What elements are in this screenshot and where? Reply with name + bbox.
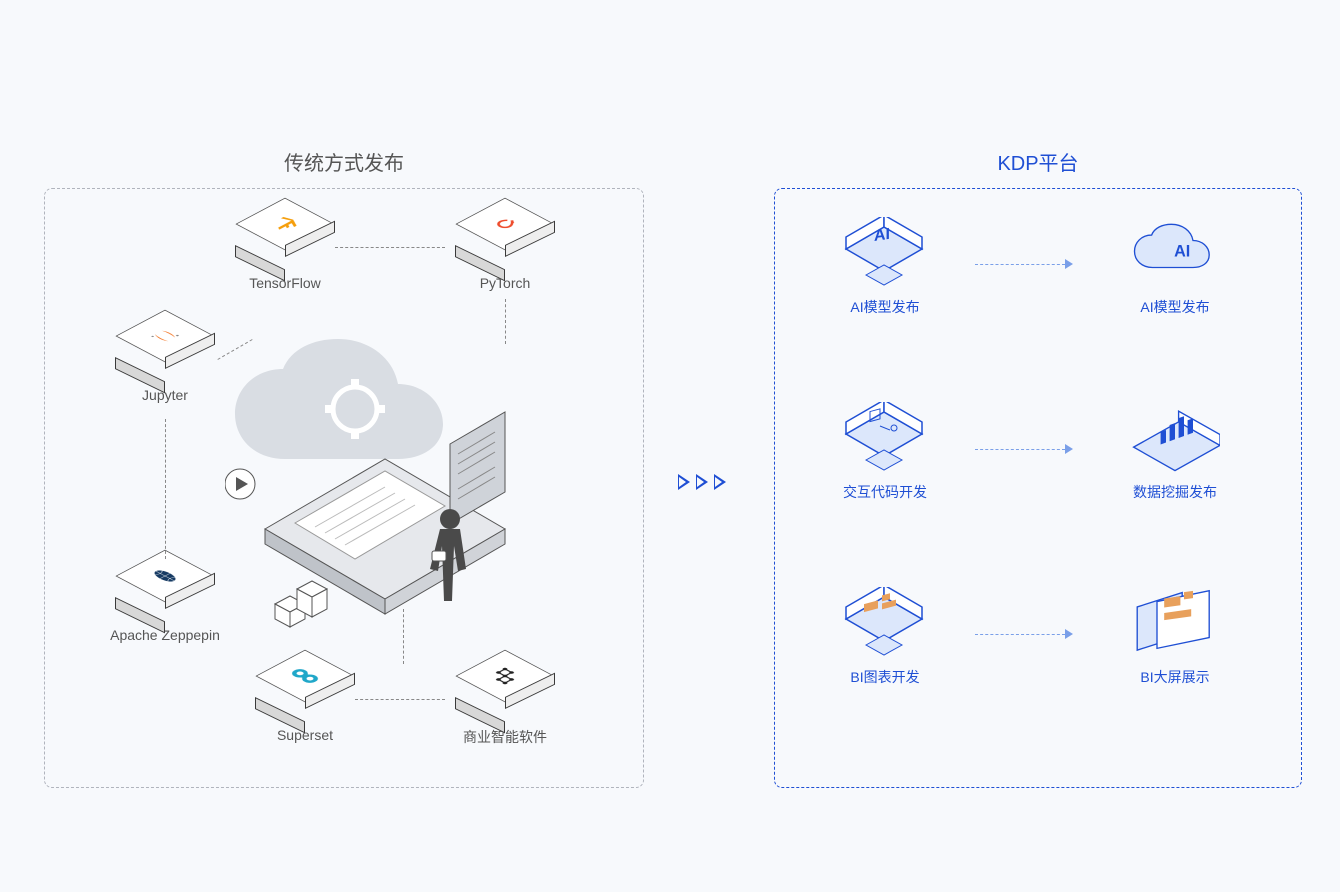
connector-line xyxy=(505,299,506,344)
transition-arrows-icon xyxy=(678,474,730,490)
node-bi: 商业智能软件 xyxy=(445,659,565,747)
tensorflow-label: TensorFlow xyxy=(249,275,321,291)
connector-line xyxy=(355,699,445,700)
pytorch-tile-icon xyxy=(455,207,555,267)
diagram-canvas: 传统方式发布 TensorFlow PyTorch Jupyter xyxy=(0,0,1340,892)
node-pytorch: PyTorch xyxy=(445,207,565,291)
laptop-chart-icon xyxy=(1130,404,1220,474)
node-bi-chart: BI图表开发 xyxy=(825,589,945,687)
bi-screen-label: BI大屏展示 xyxy=(1140,667,1209,687)
cloud-laptop-illustration xyxy=(225,339,545,649)
flow-arrow-icon xyxy=(975,264,1065,265)
ai-model-pub-label: AI模型发布 xyxy=(1140,297,1209,317)
big-screen-icon xyxy=(1130,589,1220,659)
node-tensorflow: TensorFlow xyxy=(225,207,345,291)
left-panel: 传统方式发布 TensorFlow PyTorch Jupyter xyxy=(44,188,644,788)
cloud-ai-icon: AI xyxy=(1130,219,1220,289)
connector-line xyxy=(335,247,445,248)
right-panel: KDP平台 AI AI模型发布 AI xyxy=(774,188,1302,788)
node-jupyter: Jupyter xyxy=(105,319,225,403)
left-panel-title: 传统方式发布 xyxy=(45,147,643,176)
jupyter-tile-icon xyxy=(115,319,215,379)
data-mining-label: 数据挖掘发布 xyxy=(1133,482,1217,502)
flow-arrow-icon xyxy=(975,634,1065,635)
bi-chart-label: BI图表开发 xyxy=(850,667,919,687)
right-panel-title: KDP平台 xyxy=(775,147,1301,176)
zeppelin-tile-icon xyxy=(115,559,215,619)
node-ai-model-dev: AI AI模型发布 xyxy=(825,219,945,317)
monitor-code-icon xyxy=(840,404,930,474)
svg-text:AI: AI xyxy=(874,224,890,244)
ai-model-dev-label: AI模型发布 xyxy=(850,297,919,317)
svg-text:AI: AI xyxy=(1174,243,1190,261)
tensorflow-tile-icon xyxy=(235,207,335,267)
node-ai-model-pub: AI AI模型发布 xyxy=(1115,219,1235,317)
monitor-dashboard-icon xyxy=(840,589,930,659)
node-data-mining: 数据挖掘发布 xyxy=(1115,404,1235,502)
node-zeppelin: Apache Zeppepin xyxy=(105,559,225,643)
flow-arrow-icon xyxy=(975,449,1065,450)
connector-line xyxy=(165,419,166,559)
superset-tile-icon xyxy=(255,659,355,719)
monitor-ai-icon: AI xyxy=(840,219,930,289)
node-interactive-code: 交互代码开发 xyxy=(825,404,945,502)
bi-tile-icon xyxy=(455,659,555,719)
node-superset: Superset xyxy=(245,659,365,743)
node-bi-screen: BI大屏展示 xyxy=(1115,589,1235,687)
bi-label: 商业智能软件 xyxy=(463,727,547,747)
interactive-code-label: 交互代码开发 xyxy=(843,482,927,502)
